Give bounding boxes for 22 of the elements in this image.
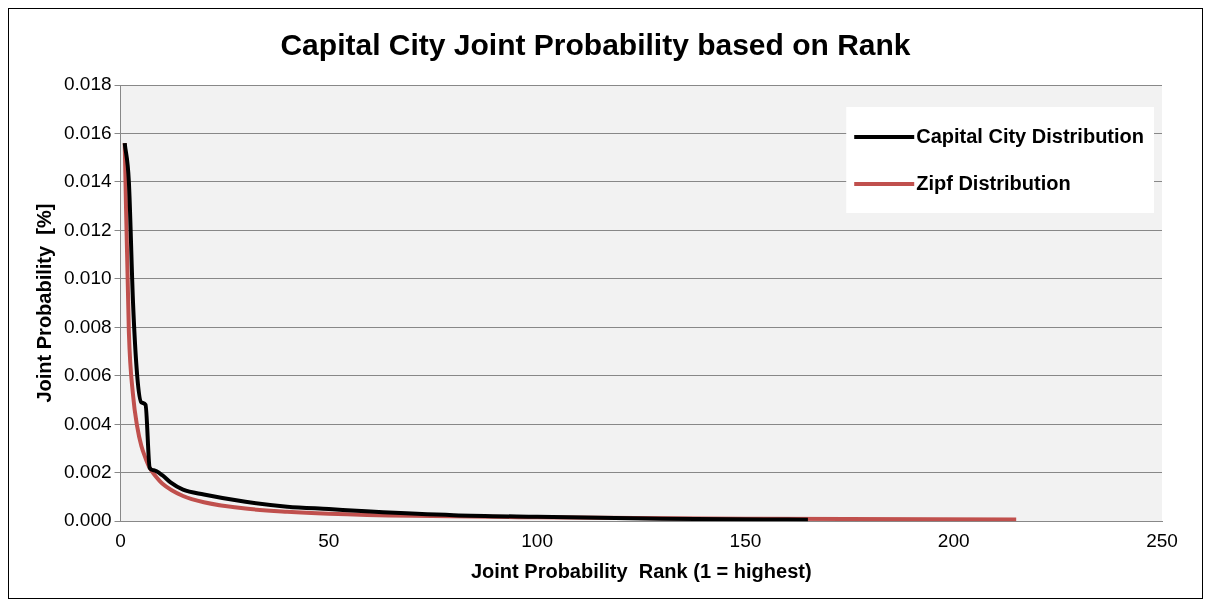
x-axis-title: Joint Probability Rank (1 = highest) [470, 559, 812, 582]
y-tick-label: 0.012 [64, 218, 112, 240]
line-series [122, 141, 810, 522]
y-tick-label: 0.010 [64, 267, 112, 289]
y-tick-label: 0.002 [64, 460, 112, 482]
chart-title: Capital City Joint Probability based on Rank [280, 28, 911, 62]
x-tick-label: 250 [1146, 529, 1178, 551]
y-tick-label: 0.014 [64, 170, 112, 192]
x-tick-label: 100 [521, 529, 553, 551]
y-tick-label: 0.006 [64, 364, 112, 386]
x-tick-label: 150 [729, 529, 762, 551]
legend-label: Zipf Distribution [916, 171, 1071, 194]
y-tick-label: 0.008 [64, 315, 112, 337]
y-tick-label: 0.016 [64, 121, 112, 143]
y-tick-label: 0.004 [64, 412, 112, 434]
y-axis-title: Joint Probability [%] [32, 203, 55, 403]
x-tick-label: 50 [318, 529, 340, 551]
y-tick-label: 0.018 [64, 73, 112, 95]
x-tick-label: 0 [115, 529, 126, 551]
legend-label: Capital City Distribution [916, 124, 1145, 147]
y-tick-label: 0.000 [64, 509, 112, 531]
x-tick-label: 200 [937, 529, 970, 551]
